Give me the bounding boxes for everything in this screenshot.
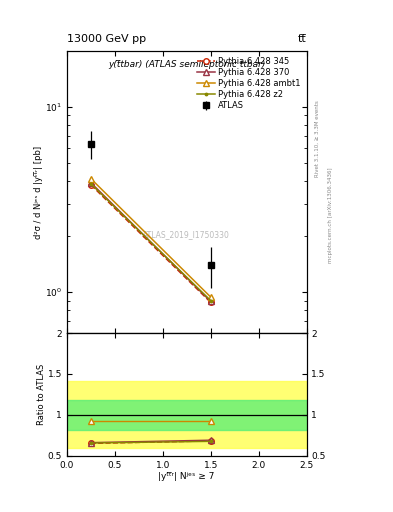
Text: mcplots.cern.ch [arXiv:1306.3436]: mcplots.cern.ch [arXiv:1306.3436] [328, 167, 333, 263]
Pythia 6.428 345 [88, 182, 93, 188]
Text: 13000 GeV pp: 13000 GeV pp [67, 33, 146, 44]
Pythia 6.428 z2 [208, 297, 213, 304]
Text: ATLAS_2019_I1750330: ATLAS_2019_I1750330 [143, 230, 230, 239]
Pythia 6.428 370 [208, 298, 213, 305]
Bar [67, 380, 307, 447]
Bar [67, 400, 307, 430]
Pythia 6.428 z2 [88, 181, 93, 187]
Text: Rivet 3.1.10, ≥ 3.3M events: Rivet 3.1.10, ≥ 3.3M events [314, 100, 320, 177]
Pythia 6.428 ambt1 [208, 294, 213, 300]
Line: Pythia 6.428 370: Pythia 6.428 370 [88, 180, 213, 304]
Pythia 6.428 ambt1 [88, 176, 93, 182]
Y-axis label: Ratio to ATLAS: Ratio to ATLAS [37, 364, 46, 425]
Text: tt̅: tt̅ [298, 33, 307, 44]
Pythia 6.428 370 [88, 180, 93, 186]
Line: Pythia 6.428 ambt1: Pythia 6.428 ambt1 [88, 176, 213, 300]
X-axis label: |yᵗᵗ̅̅ʳ| Nʲᵉˢ ≥ 7: |yᵗᵗ̅̅ʳ| Nʲᵉˢ ≥ 7 [158, 472, 215, 481]
Legend: Pythia 6.428 345, Pythia 6.428 370, Pythia 6.428 ambt1, Pythia 6.428 z2, ATLAS: Pythia 6.428 345, Pythia 6.428 370, Pyth… [193, 54, 304, 114]
Line: Pythia 6.428 z2: Pythia 6.428 z2 [88, 181, 213, 303]
Y-axis label: d²σ / d Nʲᵉˢ d |yᵗᵗ̅̅ʳ| [pb]: d²σ / d Nʲᵉˢ d |yᵗᵗ̅̅ʳ| [pb] [35, 145, 43, 239]
Pythia 6.428 345 [208, 299, 213, 305]
Text: y(t̅tbar) (ATLAS semileptonic ttbar): y(t̅tbar) (ATLAS semileptonic ttbar) [108, 60, 265, 69]
Line: Pythia 6.428 345: Pythia 6.428 345 [88, 182, 213, 305]
